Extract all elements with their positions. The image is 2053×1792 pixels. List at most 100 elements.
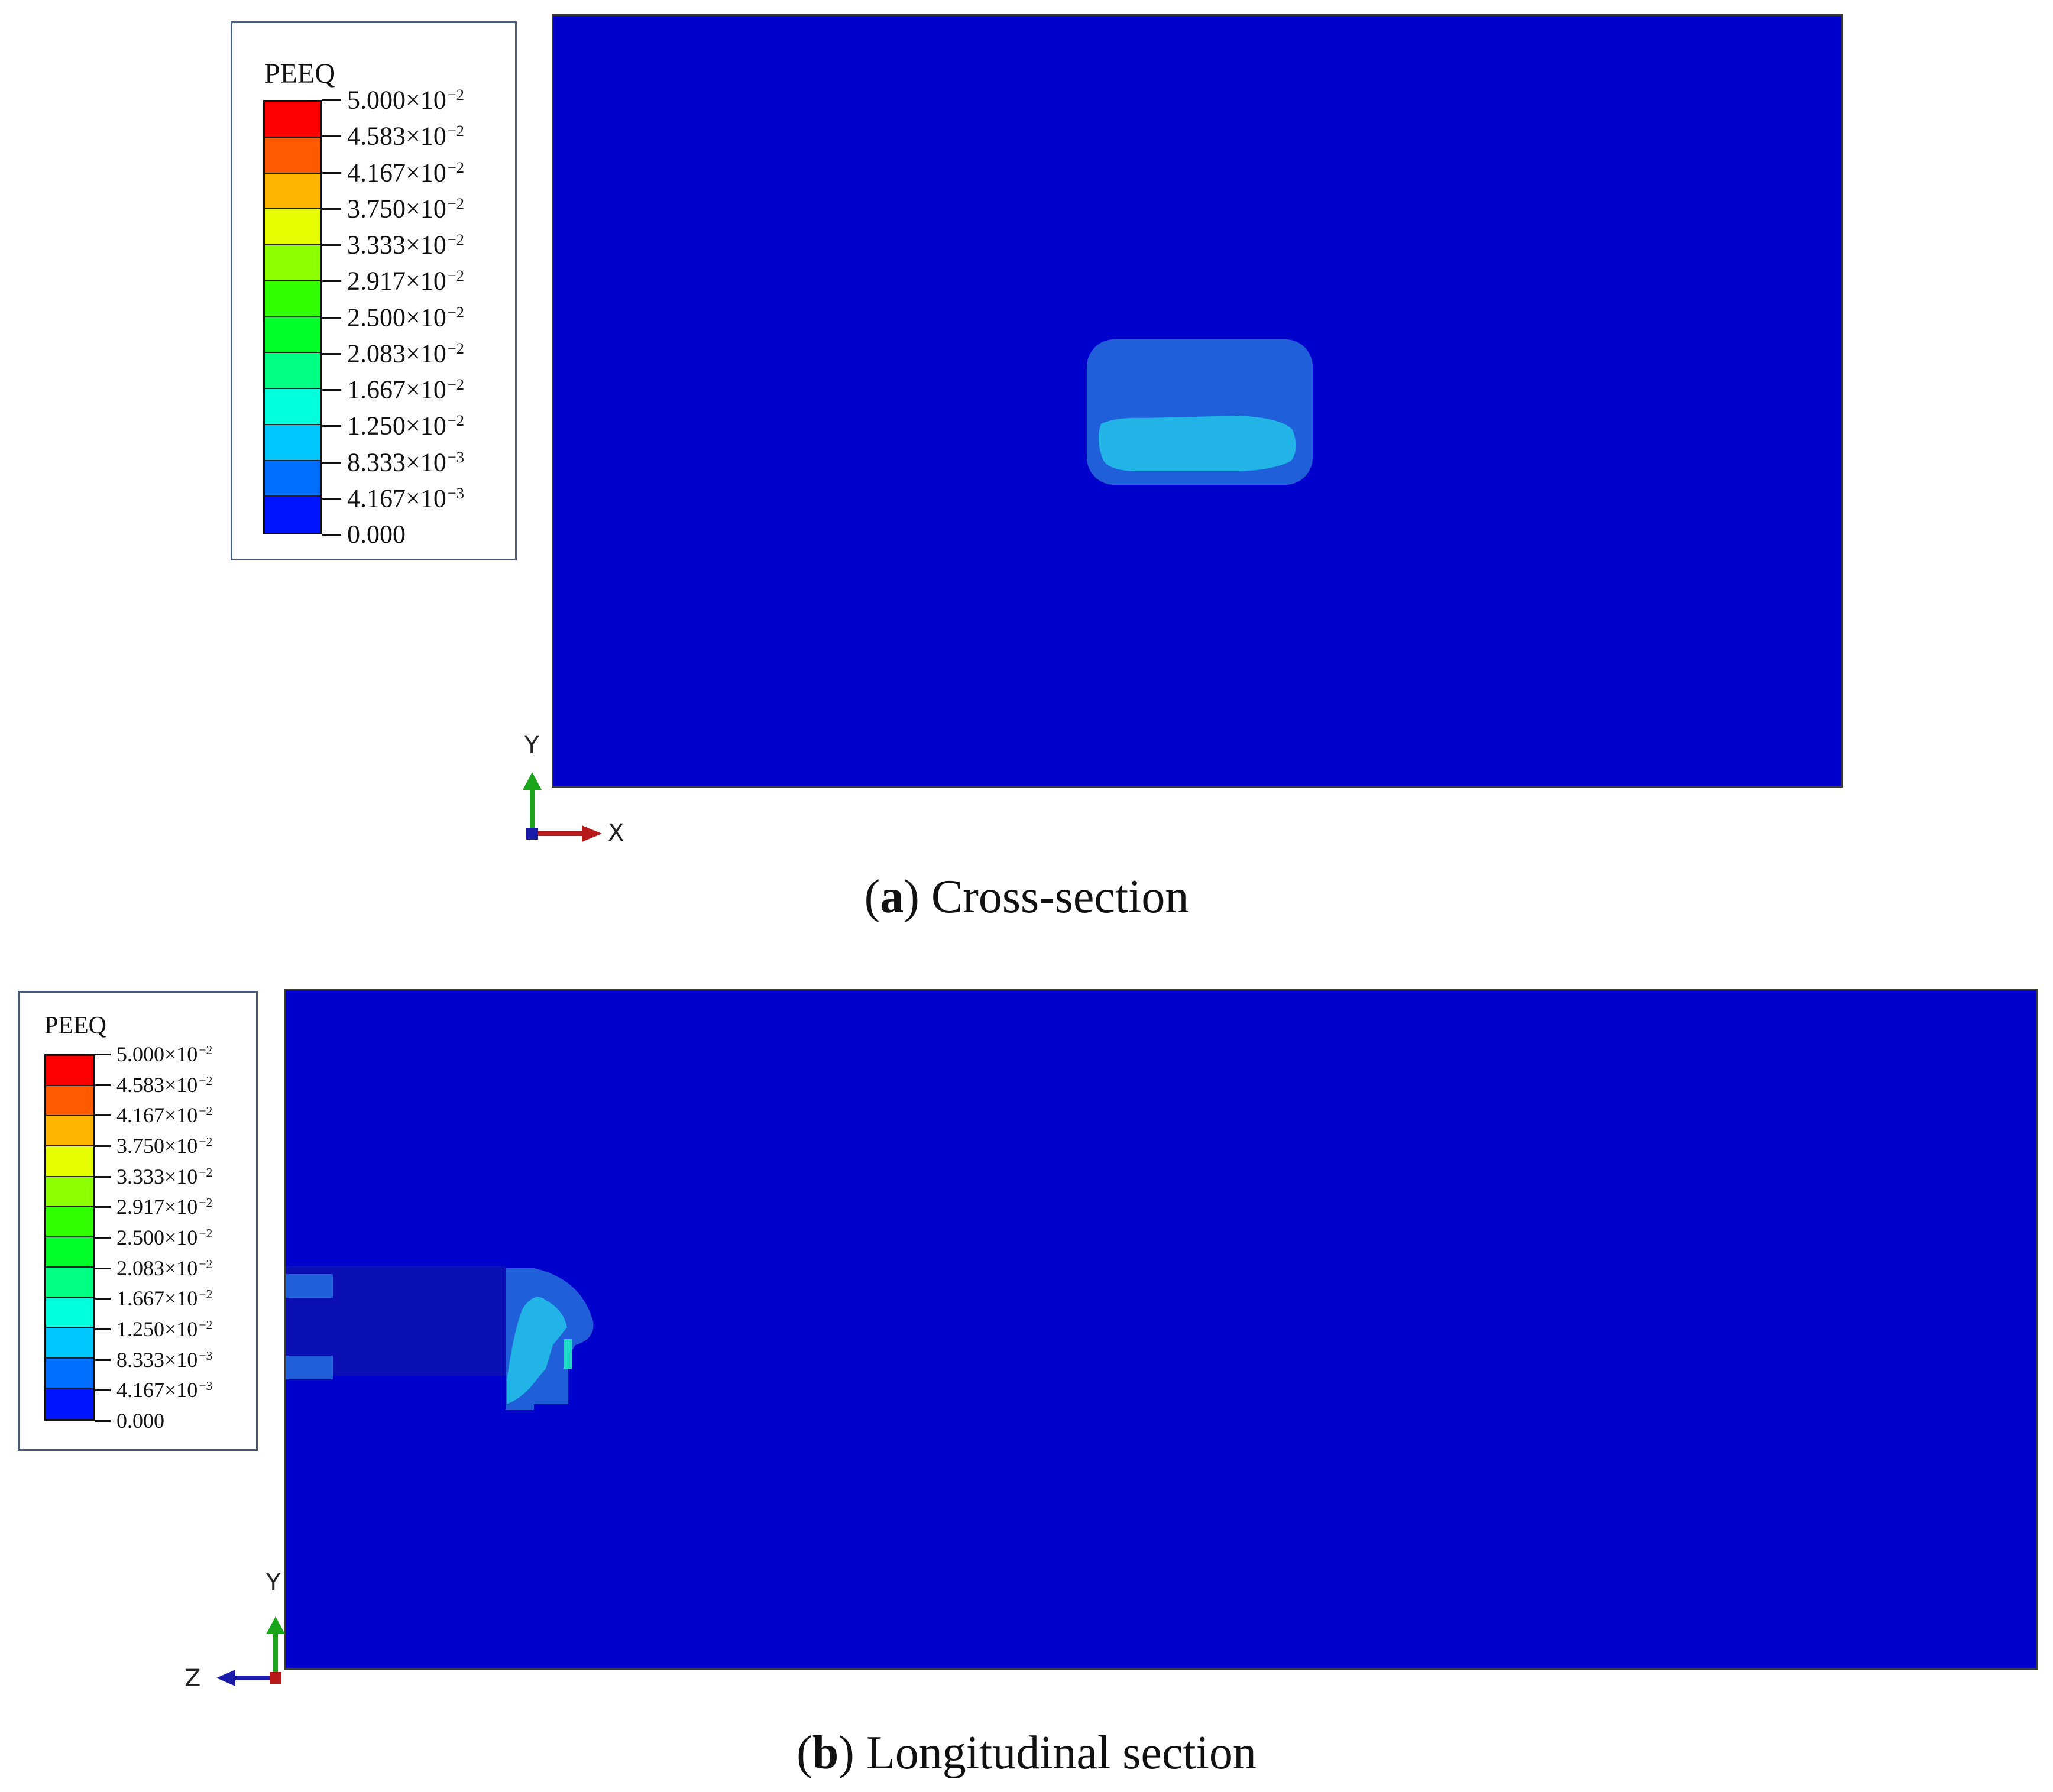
- legend-exponent: −2: [199, 1226, 213, 1241]
- legend-tick-label: 1.250×10−2: [116, 1318, 212, 1340]
- legend-tick: [95, 1145, 111, 1147]
- plastic-zone-cross-section: [1087, 339, 1313, 485]
- legend-value: 1.250×10: [116, 1317, 198, 1341]
- legend-value: 2.917×10: [347, 266, 446, 296]
- panel-longitudinal-section: PEEQ 5.000×10−2 4.583×10−2 4.167×10−2 3.750…: [0, 958, 2053, 1792]
- legend-tick: [322, 425, 341, 427]
- legend-tick-label: 0.000: [347, 521, 406, 547]
- legend-exponent: −2: [199, 1073, 213, 1088]
- z-axis-arrowhead: [216, 1670, 235, 1686]
- legend-tick-label: 1.667×10−2: [347, 377, 464, 403]
- legend-tick-label: 4.167×10−2: [116, 1104, 212, 1126]
- color-band: [265, 137, 320, 174]
- legend-exponent: −2: [447, 231, 464, 248]
- color-band: [46, 1358, 93, 1389]
- legend-value: 2.083×10: [116, 1256, 198, 1280]
- face-zone-peak: [564, 1339, 572, 1369]
- legend-exponent: −2: [447, 86, 464, 103]
- legend-title: PEEQ: [44, 1012, 106, 1039]
- legend-tick-label: 2.917×10−2: [347, 268, 464, 294]
- color-band: [46, 1237, 93, 1268]
- legend-tick: [322, 99, 341, 101]
- color-band: [265, 424, 320, 461]
- color-band: [265, 102, 320, 138]
- y-axis-arrowhead: [266, 1616, 285, 1634]
- legend-tick-label: 0.000: [116, 1410, 164, 1431]
- legend-exponent: −2: [199, 1104, 213, 1119]
- legend-tick: [322, 208, 341, 210]
- legend-value: 2.083×10: [347, 339, 446, 368]
- legend-exponent: −2: [447, 194, 464, 212]
- x-axis-arrowhead: [582, 825, 602, 842]
- legend-tick-label: 2.500×10−2: [347, 304, 464, 331]
- legend-tick-label: 4.583×10−2: [347, 123, 464, 150]
- legend-value: 1.250×10: [347, 411, 446, 440]
- legend-exponent: −2: [199, 1318, 213, 1333]
- legend-tick-label: 3.750×10−2: [116, 1135, 212, 1156]
- y-axis-label: Y: [524, 732, 539, 759]
- legend-exponent: −2: [199, 1043, 213, 1058]
- legend-exponent: −2: [199, 1256, 213, 1271]
- legend-exponent: −3: [199, 1379, 213, 1394]
- z-axis-label: Z: [184, 1665, 201, 1692]
- legend-exponent: −2: [447, 303, 464, 321]
- legend-exponent: −3: [199, 1348, 213, 1363]
- legend-value: 3.333×10: [116, 1164, 198, 1188]
- color-band: [46, 1177, 93, 1207]
- lining-upper-zone: [286, 1274, 333, 1298]
- legend-b: PEEQ 5.000×10−2 4.583×10−2 4.167×10−2 3.750…: [18, 991, 258, 1451]
- legend-value: 1.667×10: [347, 375, 446, 404]
- legend-tick: [95, 1420, 111, 1422]
- legend-tick-label: 3.333×10−2: [116, 1166, 212, 1187]
- legend-tick: [95, 1054, 111, 1055]
- legend-tick: [95, 1298, 111, 1300]
- legend-tick: [95, 1389, 111, 1392]
- color-band: [46, 1207, 93, 1237]
- y-axis-label: Y: [266, 1569, 281, 1596]
- panel-cross-section: PEEQ 5.000×10−2 4.583×10−2 4.167×10−2 3.750…: [231, 14, 1843, 923]
- origin-marker: [526, 828, 538, 840]
- color-band: [265, 353, 320, 389]
- legend-tick-label: 8.333×10−3: [347, 449, 464, 476]
- legend-tick-label: 2.083×10−2: [116, 1258, 212, 1279]
- color-band: [46, 1298, 93, 1328]
- legend-exponent: −3: [447, 484, 464, 502]
- legend-value: 4.583×10: [116, 1072, 198, 1097]
- color-band: [46, 1086, 93, 1117]
- legend-value: 8.333×10: [116, 1347, 198, 1372]
- legend-tick: [322, 316, 341, 319]
- legend-exponent: −2: [447, 375, 464, 393]
- legend-exponent: −2: [447, 411, 464, 430]
- legend-tick: [95, 1175, 111, 1178]
- legend-tick: [322, 171, 341, 174]
- legend-exponent: −2: [199, 1195, 213, 1210]
- axis-triad-b: [216, 1616, 285, 1686]
- legend-tick-label: 2.917×10−2: [116, 1196, 212, 1217]
- legend-value: 4.583×10: [347, 121, 446, 151]
- color-scale-bar: [263, 100, 322, 534]
- plastic-zone-inner: [1098, 416, 1296, 471]
- legend-tick-label: 4.167×10−2: [347, 159, 464, 186]
- origin-marker: [270, 1672, 281, 1684]
- axis-triad-a: [523, 772, 602, 842]
- legend-exponent: −2: [199, 1135, 213, 1149]
- x-axis-label: X: [608, 819, 624, 847]
- legend-value: 3.750×10: [116, 1134, 198, 1158]
- legend-value: 4.167×10: [116, 1378, 198, 1402]
- legend-tick: [322, 135, 341, 138]
- color-band: [46, 1268, 93, 1298]
- legend-tick-label: 4.167×10−3: [347, 485, 464, 512]
- legend-tick: [322, 461, 341, 464]
- color-band: [46, 1328, 93, 1359]
- legend-tick-label: 1.667×10−2: [116, 1288, 212, 1309]
- legend-exponent: −2: [447, 339, 464, 357]
- caption-text: Cross-section: [919, 871, 1189, 923]
- face-zone-inner: [507, 1297, 567, 1404]
- legend-value: 3.333×10: [347, 230, 446, 260]
- caption-letter: b: [812, 1727, 839, 1779]
- legend-value: 2.500×10: [116, 1226, 198, 1249]
- legend-tick-label: 5.000×10−2: [347, 87, 464, 114]
- legend-tick: [95, 1359, 111, 1361]
- legend-tick: [95, 1084, 111, 1086]
- caption-letter: a: [880, 871, 904, 923]
